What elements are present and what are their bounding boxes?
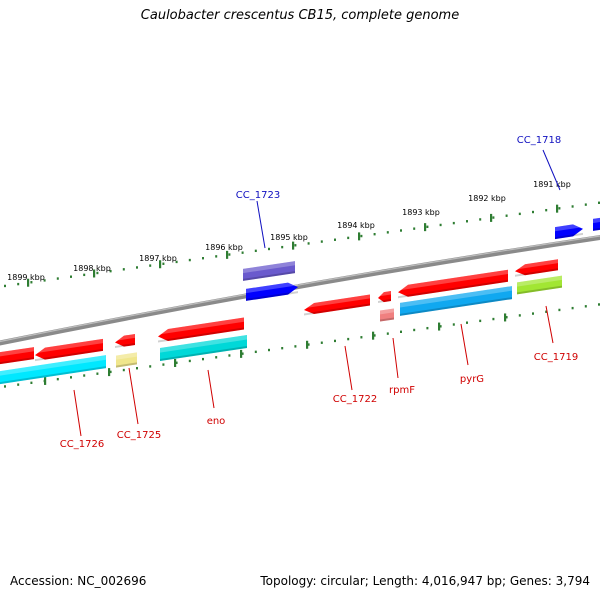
- gene-cc1726: [35, 338, 103, 362]
- label-leader-line: [392, 337, 399, 379]
- genome-backbone: [0, 234, 600, 346]
- gene-label: CC_1719: [534, 352, 578, 363]
- cds-cc1723: [243, 261, 295, 281]
- kbp-label: 1896 kbp: [205, 243, 243, 252]
- outer-tick-ring: [4, 201, 600, 288]
- gene-cc1719: [515, 259, 558, 277]
- inner-tick-ring: [4, 303, 600, 388]
- gene-label: rpmF: [389, 385, 415, 396]
- cds-pyrg: [400, 286, 512, 316]
- gene-label: eno: [207, 416, 226, 427]
- kbp-labels: 1899 kbp 1898 kbp 1897 kbp 1896 kbp 1895 kbp…: [7, 180, 571, 282]
- gene-labels: CC_1726 CC_1725 eno CC_1723 CC_1722 rpmF pyrG C…: [60, 135, 578, 450]
- label-leader-line: [128, 367, 139, 425]
- gene-cc1725: [115, 334, 135, 348]
- gene-label: CC_1718: [517, 135, 561, 146]
- label-leader-line: [207, 369, 215, 409]
- cds-eno: [160, 334, 247, 362]
- kbp-label: 1893 kbp: [402, 208, 440, 217]
- gene-label: CC_1723: [236, 190, 280, 201]
- gene-label: CC_1722: [333, 394, 377, 405]
- gene-features: [0, 217, 600, 385]
- cds-cc1726: [0, 355, 106, 385]
- genome-summary: Topology: circular; Length: 4,016,947 bp…: [260, 574, 590, 588]
- gene-cc1718: [555, 222, 583, 240]
- map-title: Caulobacter crescentus CB15, complete ge…: [140, 8, 460, 23]
- feature-cc1719: [517, 275, 562, 295]
- kbp-label: 1892 kbp: [468, 194, 506, 203]
- gene-cc1722: [304, 294, 370, 316]
- gene-label: CC_1725: [117, 430, 161, 441]
- kbp-label: 1899 kbp: [7, 273, 45, 282]
- label-leader-line: [542, 149, 561, 191]
- gene-pyrg: [398, 269, 508, 299]
- kbp-label: 1894 kbp: [337, 221, 375, 230]
- accession-text: Accession: NC_002696: [10, 574, 147, 588]
- label-leader-line: [73, 389, 82, 437]
- gene-next: [593, 217, 600, 231]
- kbp-label: 1897 kbp: [139, 254, 177, 263]
- kbp-label: 1891 kbp: [533, 180, 571, 189]
- label-leader-line: [256, 200, 266, 249]
- kbp-label: 1898 kbp: [73, 264, 111, 273]
- gene-label: CC_1726: [60, 439, 104, 450]
- gene-cc1726-part: [0, 347, 34, 365]
- kbp-label: 1895 kbp: [270, 233, 308, 242]
- label-leader-line: [344, 345, 353, 391]
- label-leader-line: [545, 305, 554, 344]
- label-leader-line: [460, 323, 469, 366]
- feature-rpmf: [380, 308, 394, 322]
- gene-cc1723: [246, 281, 298, 301]
- gene-rpmf: [378, 291, 391, 303]
- gene-eno: [158, 317, 244, 343]
- gene-label: pyrG: [460, 374, 484, 385]
- feature-cc1725: [116, 352, 137, 368]
